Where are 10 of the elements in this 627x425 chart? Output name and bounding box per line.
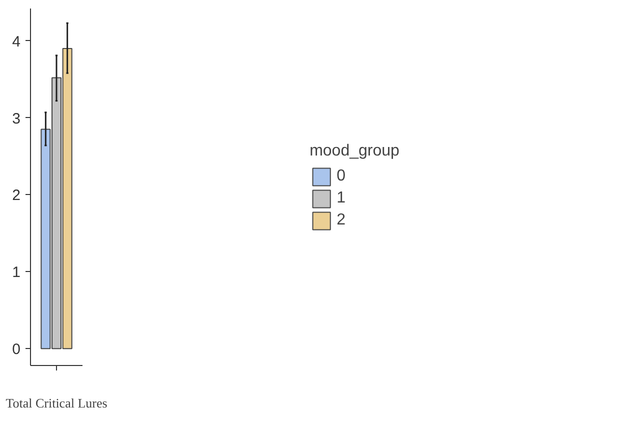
x-tick-label: Total Critical Lures	[6, 396, 108, 410]
legend-title: mood_group	[310, 142, 400, 160]
legend-label: 0	[336, 166, 346, 186]
legend-label: 1	[336, 188, 346, 208]
y-tick-label: 3	[12, 110, 20, 128]
legend-label: 2	[336, 210, 346, 230]
y-tick-label: 0	[12, 341, 20, 358]
y-tick-label: 4	[12, 33, 20, 50]
y-tick-label: 2	[12, 187, 20, 204]
y-tick-label: 1	[12, 264, 20, 282]
